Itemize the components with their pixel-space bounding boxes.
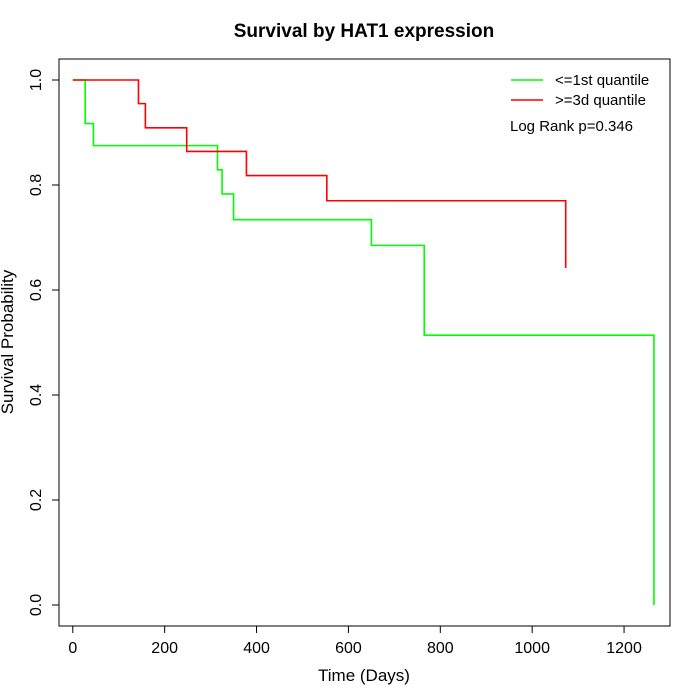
x-axis-label: Time (Days) [318, 666, 410, 685]
legend: <=1st quantile >=3d quantile [511, 72, 649, 109]
series-layer [72, 79, 655, 605]
x-tick-label: 800 [427, 640, 454, 657]
x-tick-label: 1200 [606, 640, 642, 657]
y-tick-label: 0.2 [28, 489, 45, 511]
y-tick-label: 0.8 [28, 174, 45, 196]
survival-curve-high [72, 79, 567, 268]
x-tick-label: 0 [68, 640, 77, 657]
x-tick-label: 1000 [514, 640, 550, 657]
y-tick-label: 0.4 [28, 384, 45, 406]
plot-frame [58, 58, 671, 627]
y-tick-label: 0.6 [28, 279, 45, 301]
y-axis: 0.0 0.2 0.4 0.6 0.8 1.0 [28, 69, 60, 616]
chart-title: Survival by HAT1 expression [234, 21, 494, 42]
x-tick-label: 400 [243, 640, 270, 657]
y-tick-label: 1.0 [28, 69, 45, 91]
y-tick-label: 0.0 [28, 594, 45, 616]
x-tick-label: 200 [151, 640, 178, 657]
y-axis-label: Survival Probability [0, 269, 17, 414]
legend-label: >=3d quantile [555, 92, 646, 109]
legend-label: <=1st quantile [555, 72, 649, 89]
x-tick-label: 600 [335, 640, 362, 657]
survival-curve-low [72, 79, 655, 605]
log-rank-annotation: Log Rank p=0.346 [510, 118, 633, 135]
x-axis: 0 200 400 600 800 1000 1200 [68, 625, 642, 657]
